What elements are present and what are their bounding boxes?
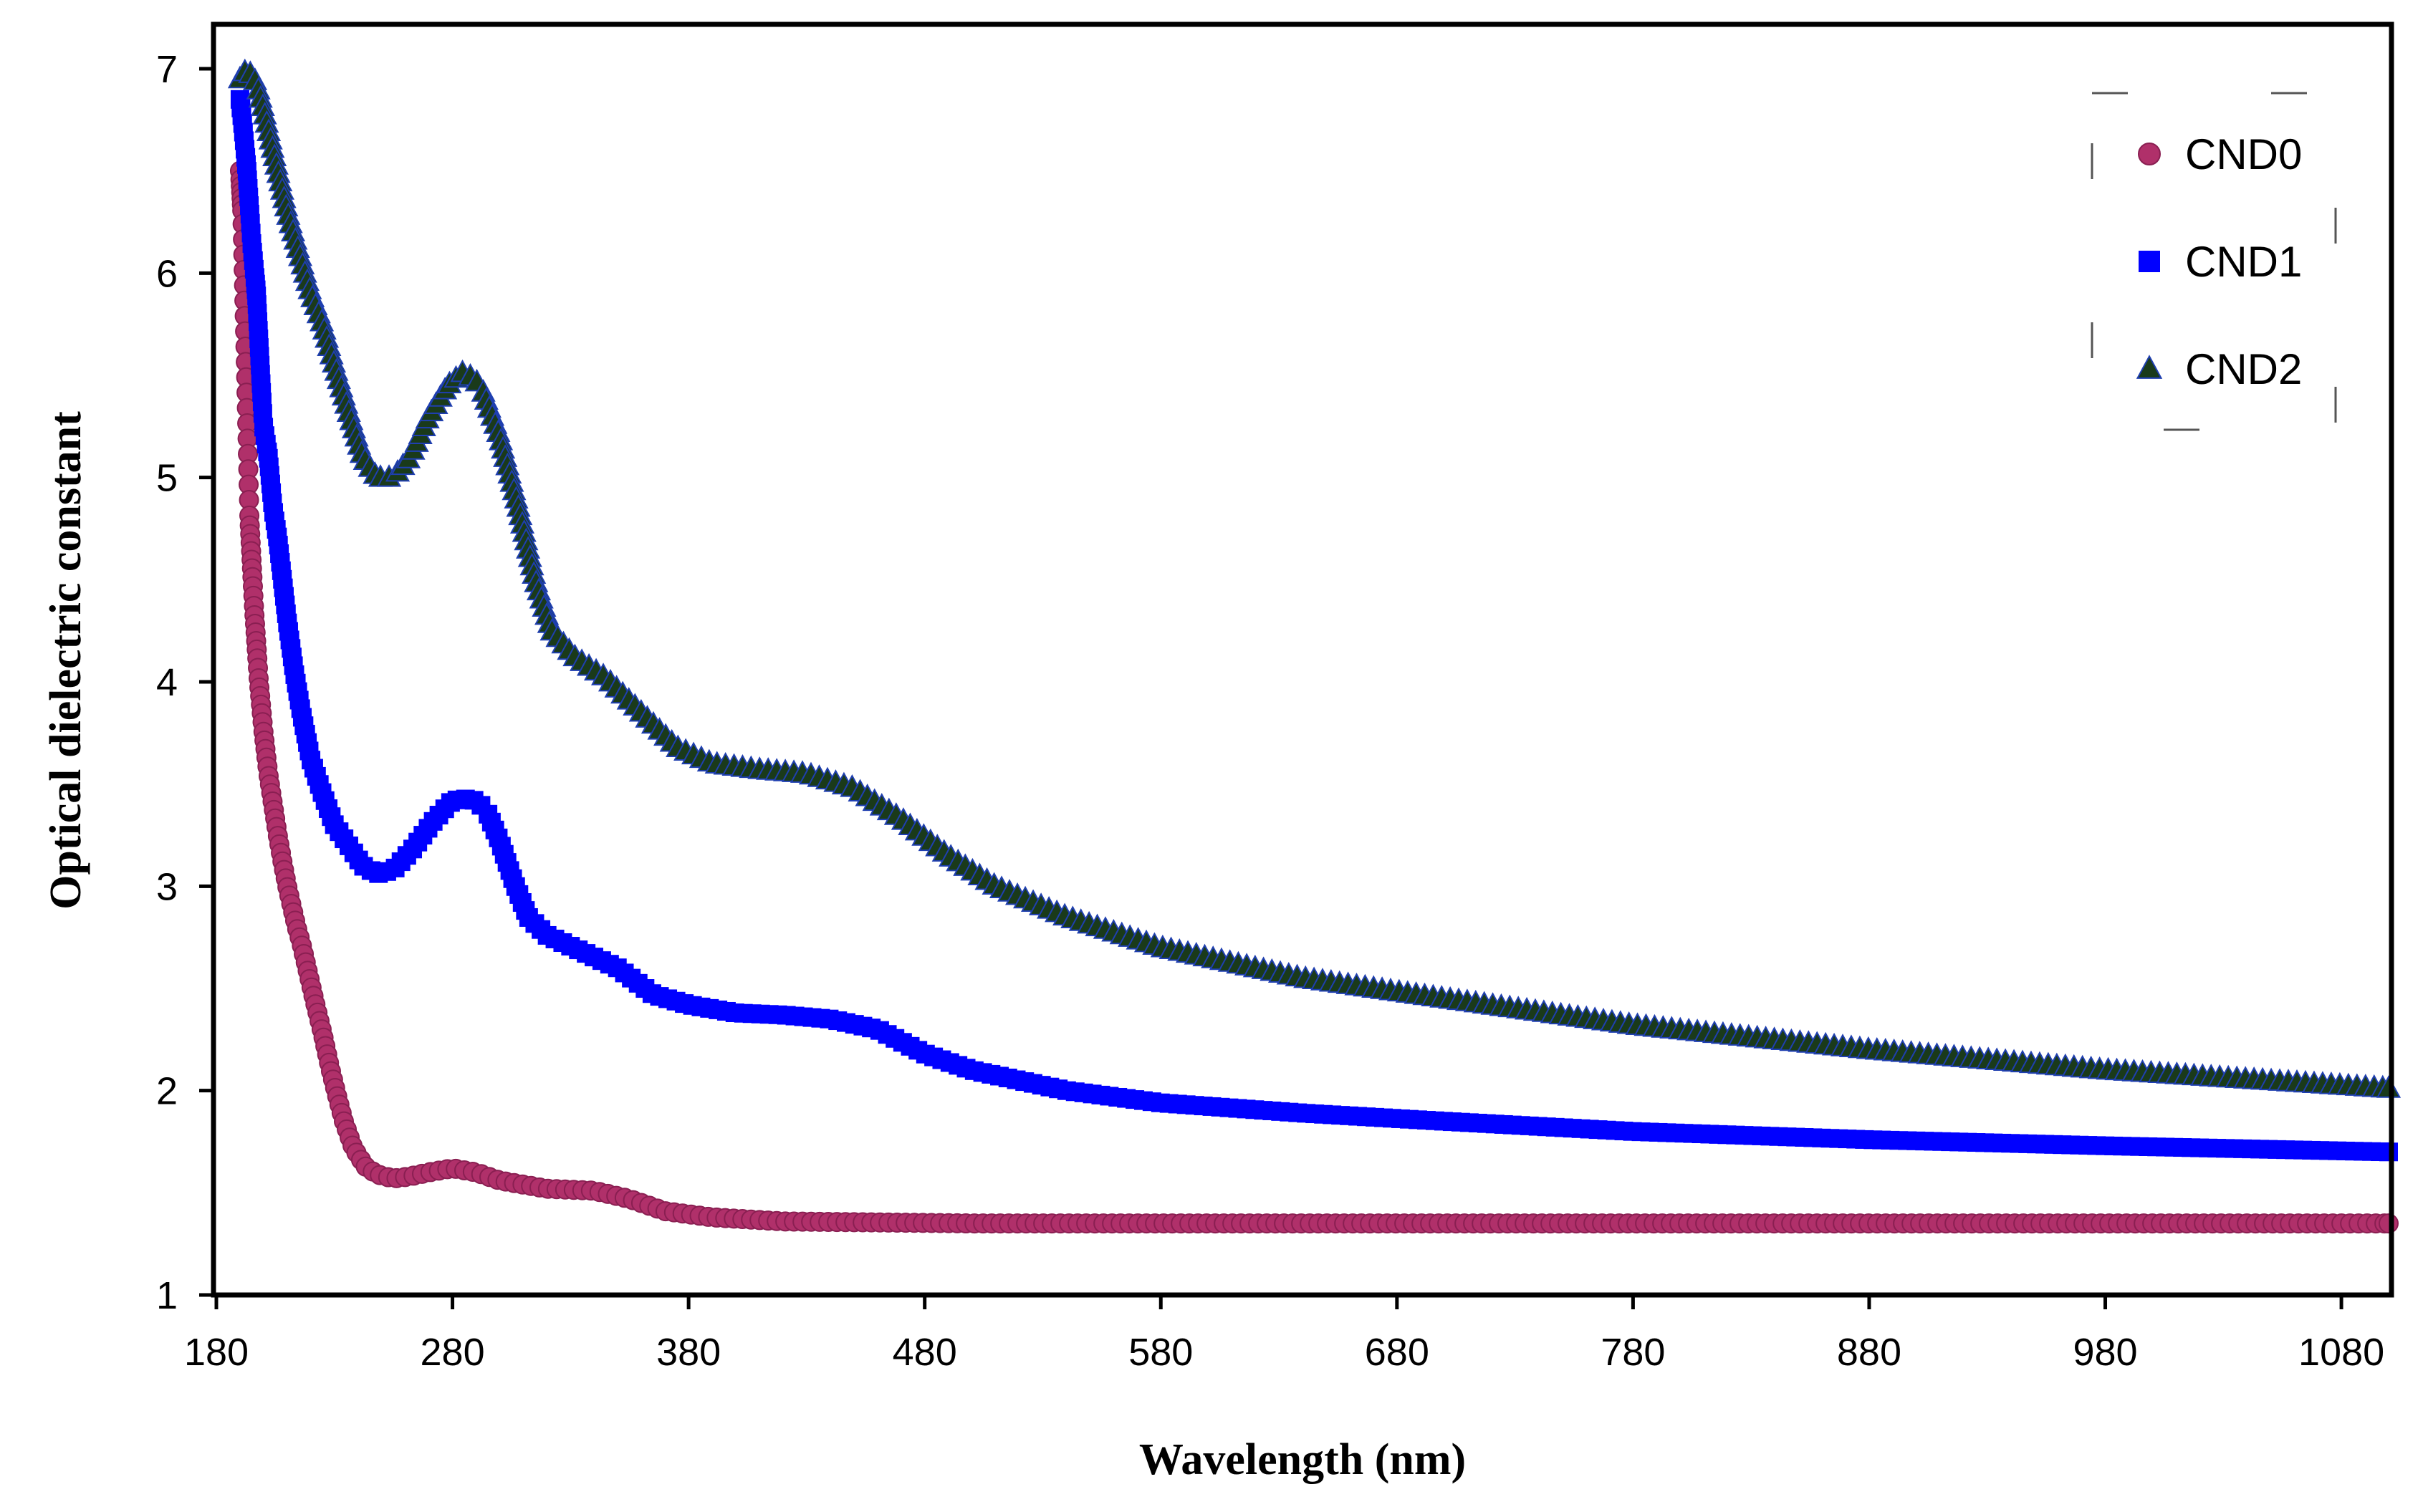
x-tick-label: 480 [893, 1331, 957, 1374]
x-tick-label: 880 [1837, 1331, 1901, 1374]
plot-area [211, 21, 2394, 1298]
data-point [2379, 1142, 2398, 1162]
x-tick-label: 780 [1601, 1331, 1665, 1374]
y-tick-label: 4 [156, 661, 178, 704]
series-cnd0 [229, 160, 2399, 1234]
series-layer [227, 58, 2402, 1234]
x-tick-label: 580 [1128, 1331, 1193, 1374]
legend-box [2091, 92, 2337, 431]
tick-layer: 180 280 380 480 580 680 780 880 980 1080 1 2 3 4 5 6 7 [156, 48, 2384, 1374]
y-axis-title: Optical dielectric constant [42, 411, 90, 910]
legend-label-cnd2: CND2 [2185, 345, 2302, 393]
y-tick-label: 5 [156, 457, 178, 500]
x-tick-label: 680 [1365, 1331, 1429, 1374]
y-tick-label: 1 [156, 1274, 178, 1317]
y-tick-label: 2 [156, 1070, 178, 1113]
series-cnd2 [227, 58, 2402, 1098]
legend-marker-cnd0 [2138, 143, 2161, 165]
x-tick-label: 180 [184, 1331, 249, 1374]
data-point [2379, 1213, 2399, 1234]
x-tick-label: 280 [421, 1331, 485, 1374]
x-tick-label: 980 [2073, 1331, 2137, 1374]
data-point [2376, 1075, 2402, 1098]
series-cnd1 [230, 90, 2398, 1162]
legend-label-cnd1: CND1 [2185, 238, 2302, 286]
legend-items: CND0 CND1 CND2 [2136, 130, 2302, 393]
x-tick-label: 380 [656, 1331, 721, 1374]
y-tick-label: 7 [156, 48, 178, 91]
legend-marker-cnd1 [2139, 251, 2160, 272]
y-tick-label: 3 [156, 865, 178, 908]
legend-label-cnd0: CND0 [2185, 130, 2302, 178]
legend: CND0 CND1 CND2 [2091, 92, 2337, 431]
legend-marker-cnd2 [2136, 355, 2163, 379]
x-axis-title: Wavelength (nm) [1139, 1435, 1466, 1484]
x-tick-label: 1080 [2298, 1331, 2384, 1374]
y-tick-label: 6 [156, 252, 178, 295]
